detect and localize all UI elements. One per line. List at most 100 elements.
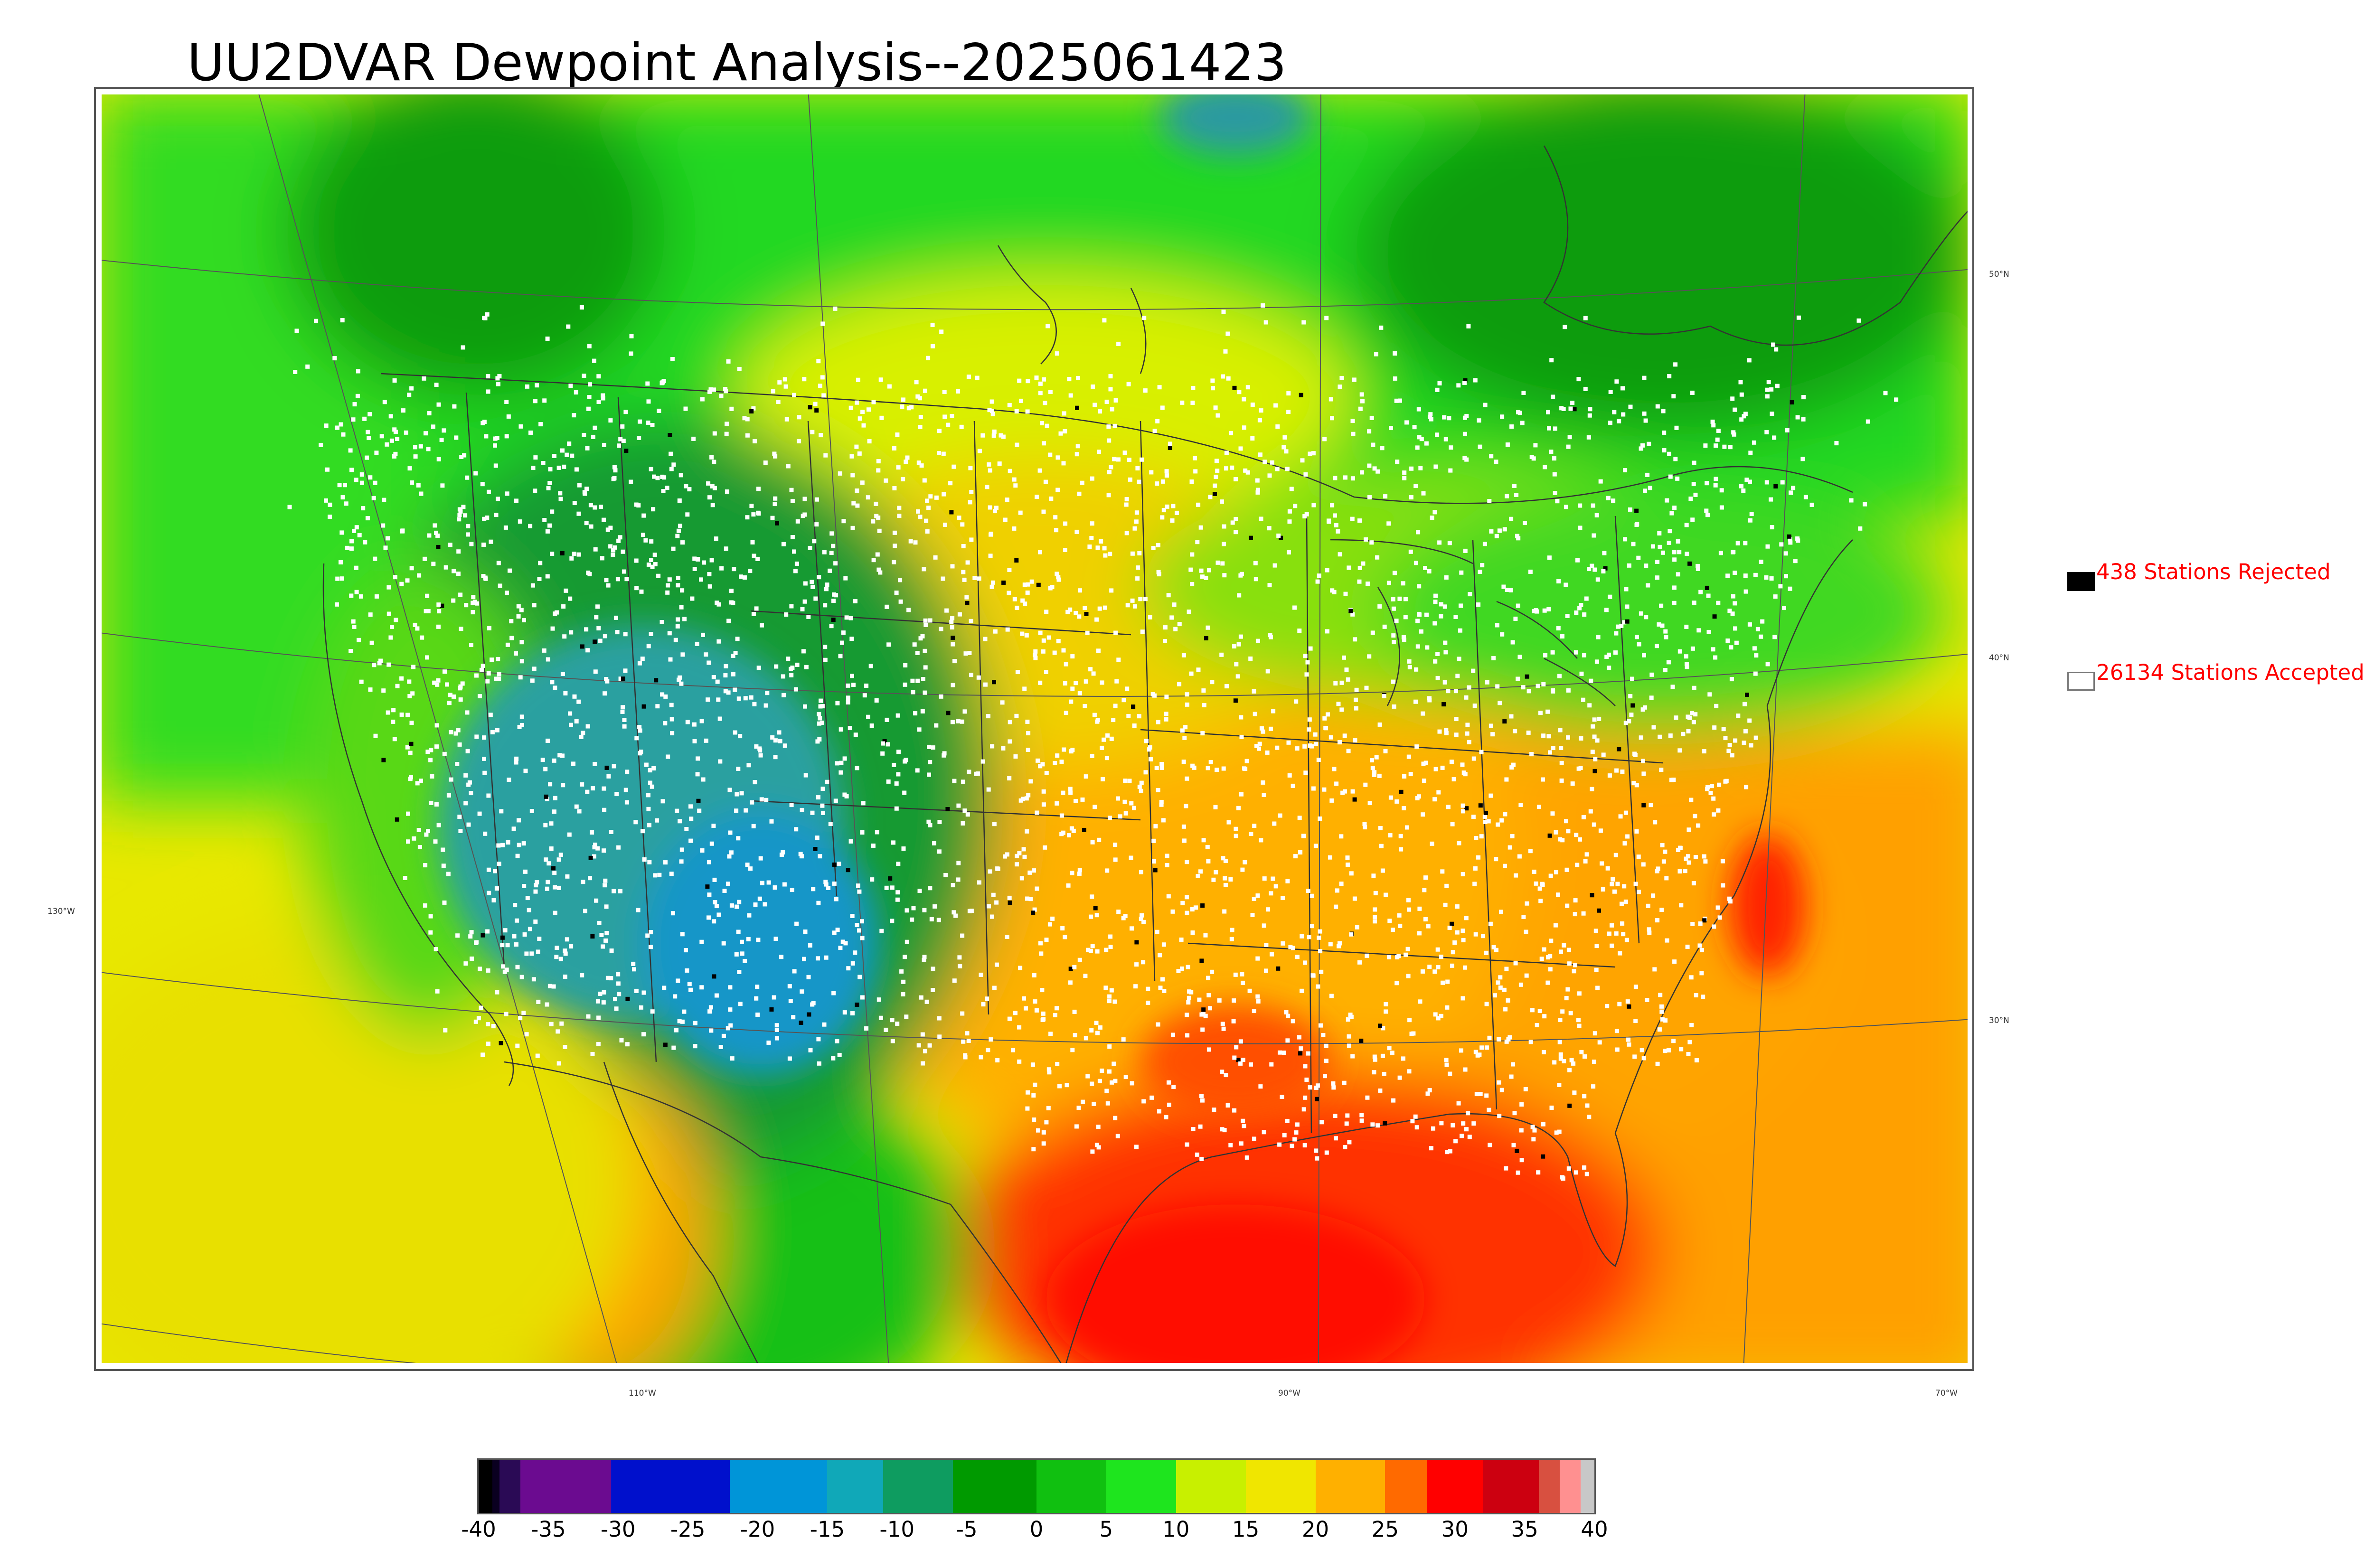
accepted-station-marker xyxy=(1649,803,1653,807)
accepted-station-marker xyxy=(495,728,499,732)
accepted-station-marker xyxy=(1488,921,1493,926)
accepted-station-marker xyxy=(1705,481,1709,486)
accepted-station-marker xyxy=(351,619,356,624)
accepted-station-marker xyxy=(1262,460,1267,464)
accepted-station-marker xyxy=(860,995,865,1000)
accepted-station-marker xyxy=(727,854,732,859)
accepted-station-marker xyxy=(1577,1023,1582,1028)
accepted-station-marker xyxy=(1685,665,1689,669)
rejected-station-marker xyxy=(1787,534,1791,539)
accepted-station-marker xyxy=(592,358,596,363)
accepted-station-marker xyxy=(498,583,502,588)
accepted-station-marker xyxy=(1152,429,1157,433)
accepted-station-marker xyxy=(876,468,881,473)
accepted-station-marker xyxy=(1241,1058,1245,1062)
accepted-station-marker xyxy=(372,663,377,667)
accepted-station-marker xyxy=(669,717,674,722)
accepted-station-marker xyxy=(553,796,557,800)
accepted-station-marker xyxy=(452,404,457,409)
accepted-station-marker xyxy=(1170,518,1175,523)
accepted-station-marker xyxy=(1453,689,1458,694)
accepted-station-marker xyxy=(1033,653,1037,657)
accepted-station-marker xyxy=(904,460,908,464)
accepted-station-marker xyxy=(758,748,763,753)
accepted-station-marker xyxy=(585,648,590,653)
accepted-station-marker xyxy=(1564,505,1568,509)
accepted-station-marker xyxy=(1717,782,1722,787)
accepted-station-marker xyxy=(669,703,674,707)
accepted-station-marker xyxy=(1632,1054,1637,1059)
accepted-station-marker xyxy=(650,784,654,789)
accepted-station-marker xyxy=(1142,316,1147,320)
accepted-station-marker xyxy=(642,857,647,862)
accepted-station-marker xyxy=(1734,640,1739,645)
accepted-station-marker xyxy=(937,451,941,455)
accepted-station-marker xyxy=(850,473,855,478)
accepted-station-marker xyxy=(740,939,744,944)
accepted-station-marker xyxy=(751,824,756,828)
accepted-station-marker xyxy=(1444,731,1449,735)
accepted-station-marker xyxy=(1034,1008,1039,1013)
accepted-station-marker xyxy=(1324,1043,1328,1048)
rejected-station-marker xyxy=(965,601,970,605)
accepted-station-marker xyxy=(724,664,728,668)
colorbar-segment xyxy=(1538,1460,1560,1513)
accepted-station-marker xyxy=(924,999,929,1004)
accepted-station-marker xyxy=(1559,949,1563,954)
accepted-station-marker xyxy=(1046,1067,1051,1072)
accepted-station-marker xyxy=(344,501,349,506)
accepted-station-marker xyxy=(874,501,878,506)
accepted-station-marker xyxy=(1042,377,1046,382)
accepted-station-marker xyxy=(457,517,462,522)
accepted-station-marker xyxy=(1239,792,1244,797)
accepted-station-marker xyxy=(1403,597,1408,601)
accepted-station-marker xyxy=(1689,975,1694,980)
accepted-station-marker xyxy=(1025,1106,1030,1111)
accepted-station-marker xyxy=(735,904,739,909)
accepted-station-marker xyxy=(1436,1016,1441,1021)
accepted-station-marker xyxy=(817,575,821,580)
gulf-hot-region xyxy=(1046,1204,1425,1363)
accepted-station-marker xyxy=(386,585,391,590)
accepted-station-marker xyxy=(790,498,795,503)
accepted-station-marker xyxy=(953,913,958,918)
accepted-station-marker xyxy=(810,580,814,584)
accepted-station-marker xyxy=(593,669,598,674)
accepted-station-marker xyxy=(1445,979,1450,984)
accepted-station-marker xyxy=(1795,415,1800,420)
accepted-station-marker xyxy=(1253,712,1257,716)
accepted-station-marker xyxy=(1326,712,1330,717)
accepted-station-marker xyxy=(1809,502,1814,507)
accepted-station-marker xyxy=(1236,642,1241,647)
accepted-station-marker xyxy=(1186,965,1190,969)
accepted-station-marker xyxy=(1303,472,1308,477)
accepted-station-marker xyxy=(1639,1048,1644,1052)
accepted-station-marker xyxy=(1507,845,1512,850)
accepted-station-marker xyxy=(1322,716,1327,721)
accepted-station-marker xyxy=(1252,1009,1256,1014)
accepted-station-marker xyxy=(473,1019,478,1024)
accepted-station-marker xyxy=(920,634,925,638)
accepted-station-marker xyxy=(822,550,827,554)
accepted-station-marker xyxy=(1407,907,1412,912)
accepted-station-marker xyxy=(413,454,418,459)
accepted-station-marker xyxy=(880,751,885,756)
accepted-station-marker xyxy=(723,387,728,391)
accepted-station-marker xyxy=(904,939,909,944)
accepted-station-marker xyxy=(860,410,865,414)
accepted-station-marker xyxy=(1074,610,1078,615)
accepted-station-marker xyxy=(693,1021,697,1025)
accepted-station-marker xyxy=(937,849,942,854)
accepted-station-marker xyxy=(349,649,353,653)
accepted-station-marker xyxy=(665,486,669,490)
accepted-station-marker xyxy=(679,681,684,686)
rejected-station-marker xyxy=(381,758,386,762)
rejected-station-marker xyxy=(1627,1004,1631,1009)
accepted-station-marker xyxy=(405,713,410,717)
accepted-station-marker xyxy=(1155,419,1160,423)
accepted-station-marker xyxy=(535,1053,540,1058)
accepted-station-marker xyxy=(632,967,636,972)
accepted-station-marker xyxy=(1106,424,1111,429)
accepted-station-marker xyxy=(1359,1113,1364,1117)
accepted-station-marker xyxy=(1461,938,1466,942)
